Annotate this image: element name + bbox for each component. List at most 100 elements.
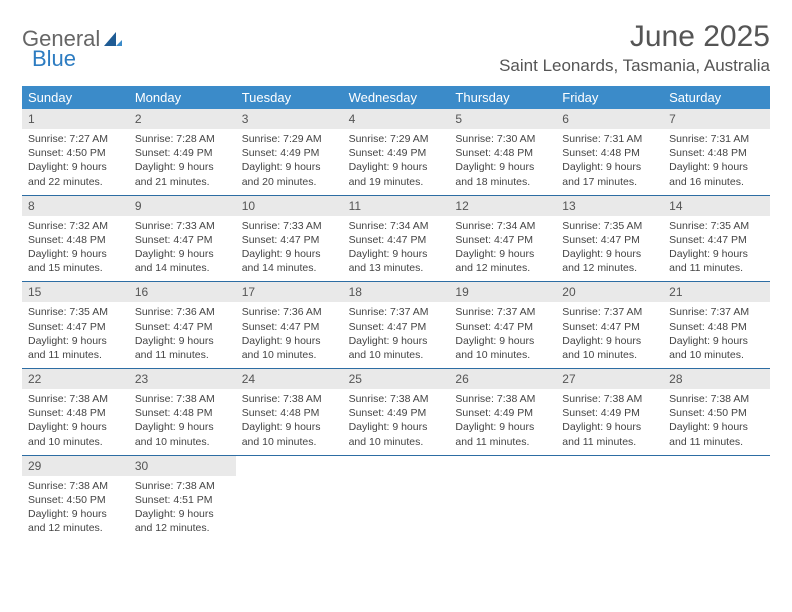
sunset-line: Sunset: 4:47 PM bbox=[562, 320, 657, 334]
day-number: 5 bbox=[449, 109, 556, 129]
day-number: 17 bbox=[236, 282, 343, 302]
day-cell: 22Sunrise: 7:38 AMSunset: 4:48 PMDayligh… bbox=[22, 369, 129, 455]
week-row: 15Sunrise: 7:35 AMSunset: 4:47 PMDayligh… bbox=[22, 282, 770, 369]
daylight-line: Daylight: 9 hours and 10 minutes. bbox=[349, 334, 444, 362]
sunrise-line: Sunrise: 7:38 AM bbox=[455, 392, 550, 406]
daylight-line: Daylight: 9 hours and 19 minutes. bbox=[349, 160, 444, 188]
day-number: 24 bbox=[236, 369, 343, 389]
daylight-line: Daylight: 9 hours and 10 minutes. bbox=[28, 420, 123, 448]
sunset-line: Sunset: 4:47 PM bbox=[562, 233, 657, 247]
daylight-line: Daylight: 9 hours and 17 minutes. bbox=[562, 160, 657, 188]
day-cell: 24Sunrise: 7:38 AMSunset: 4:48 PMDayligh… bbox=[236, 369, 343, 455]
day-cell: 25Sunrise: 7:38 AMSunset: 4:49 PMDayligh… bbox=[343, 369, 450, 455]
sunrise-line: Sunrise: 7:38 AM bbox=[28, 392, 123, 406]
day-body: Sunrise: 7:38 AMSunset: 4:49 PMDaylight:… bbox=[343, 389, 450, 449]
day-body: Sunrise: 7:38 AMSunset: 4:48 PMDaylight:… bbox=[236, 389, 343, 449]
day-cell: 26Sunrise: 7:38 AMSunset: 4:49 PMDayligh… bbox=[449, 369, 556, 455]
day-body: Sunrise: 7:31 AMSunset: 4:48 PMDaylight:… bbox=[556, 129, 663, 189]
week-row: 8Sunrise: 7:32 AMSunset: 4:48 PMDaylight… bbox=[22, 196, 770, 283]
sunset-line: Sunset: 4:50 PM bbox=[28, 493, 123, 507]
day-cell bbox=[449, 456, 556, 542]
day-cell: 20Sunrise: 7:37 AMSunset: 4:47 PMDayligh… bbox=[556, 282, 663, 368]
day-number: 6 bbox=[556, 109, 663, 129]
day-number: 21 bbox=[663, 282, 770, 302]
sunrise-line: Sunrise: 7:30 AM bbox=[455, 132, 550, 146]
day-number: 20 bbox=[556, 282, 663, 302]
sunrise-line: Sunrise: 7:38 AM bbox=[135, 392, 230, 406]
sunset-line: Sunset: 4:47 PM bbox=[455, 320, 550, 334]
week-row: 1Sunrise: 7:27 AMSunset: 4:50 PMDaylight… bbox=[22, 109, 770, 196]
day-body: Sunrise: 7:33 AMSunset: 4:47 PMDaylight:… bbox=[129, 216, 236, 276]
daylight-line: Daylight: 9 hours and 18 minutes. bbox=[455, 160, 550, 188]
day-cell: 5 Sunrise: 7:30 AMSunset: 4:48 PMDaylight… bbox=[449, 109, 556, 195]
day-cell: 10Sunrise: 7:33 AMSunset: 4:47 PMDayligh… bbox=[236, 196, 343, 282]
day-cell: 29Sunrise: 7:38 AMSunset: 4:50 PMDayligh… bbox=[22, 456, 129, 542]
day-cell: 9Sunrise: 7:33 AMSunset: 4:47 PMDaylight… bbox=[129, 196, 236, 282]
sunset-line: Sunset: 4:47 PM bbox=[135, 233, 230, 247]
day-cell: 30Sunrise: 7:38 AMSunset: 4:51 PMDayligh… bbox=[129, 456, 236, 542]
day-body: Sunrise: 7:38 AMSunset: 4:50 PMDaylight:… bbox=[22, 476, 129, 536]
day-cell: 1Sunrise: 7:27 AMSunset: 4:50 PMDaylight… bbox=[22, 109, 129, 195]
sunrise-line: Sunrise: 7:27 AM bbox=[28, 132, 123, 146]
day-cell: 15Sunrise: 7:35 AMSunset: 4:47 PMDayligh… bbox=[22, 282, 129, 368]
sunset-line: Sunset: 4:48 PM bbox=[135, 406, 230, 420]
day-body: Sunrise: 7:35 AMSunset: 4:47 PMDaylight:… bbox=[556, 216, 663, 276]
day-body: Sunrise: 7:37 AMSunset: 4:47 PMDaylight:… bbox=[449, 302, 556, 362]
sunset-line: Sunset: 4:50 PM bbox=[669, 406, 764, 420]
sunset-line: Sunset: 4:47 PM bbox=[242, 233, 337, 247]
day-cell: 3Sunrise: 7:29 AMSunset: 4:49 PMDaylight… bbox=[236, 109, 343, 195]
sunrise-line: Sunrise: 7:35 AM bbox=[562, 219, 657, 233]
day-cell: 27Sunrise: 7:38 AMSunset: 4:49 PMDayligh… bbox=[556, 369, 663, 455]
daylight-line: Daylight: 9 hours and 10 minutes. bbox=[562, 334, 657, 362]
day-number: 23 bbox=[129, 369, 236, 389]
day-number: 8 bbox=[22, 196, 129, 216]
sunrise-line: Sunrise: 7:34 AM bbox=[349, 219, 444, 233]
day-cell: 21Sunrise: 7:37 AMSunset: 4:48 PMDayligh… bbox=[663, 282, 770, 368]
day-body: Sunrise: 7:27 AMSunset: 4:50 PMDaylight:… bbox=[22, 129, 129, 189]
sunset-line: Sunset: 4:48 PM bbox=[28, 406, 123, 420]
day-body: Sunrise: 7:35 AMSunset: 4:47 PMDaylight:… bbox=[22, 302, 129, 362]
sunrise-line: Sunrise: 7:38 AM bbox=[28, 479, 123, 493]
day-body: Sunrise: 7:38 AMSunset: 4:48 PMDaylight:… bbox=[22, 389, 129, 449]
sunset-line: Sunset: 4:47 PM bbox=[242, 320, 337, 334]
day-number: 12 bbox=[449, 196, 556, 216]
day-body: Sunrise: 7:34 AMSunset: 4:47 PMDaylight:… bbox=[449, 216, 556, 276]
daylight-line: Daylight: 9 hours and 10 minutes. bbox=[242, 334, 337, 362]
daylight-line: Daylight: 9 hours and 11 minutes. bbox=[135, 334, 230, 362]
day-body: Sunrise: 7:33 AMSunset: 4:47 PMDaylight:… bbox=[236, 216, 343, 276]
day-cell: 17Sunrise: 7:36 AMSunset: 4:47 PMDayligh… bbox=[236, 282, 343, 368]
day-cell: 18Sunrise: 7:37 AMSunset: 4:47 PMDayligh… bbox=[343, 282, 450, 368]
day-cell: 4Sunrise: 7:29 AMSunset: 4:49 PMDaylight… bbox=[343, 109, 450, 195]
day-number: 25 bbox=[343, 369, 450, 389]
sunrise-line: Sunrise: 7:38 AM bbox=[135, 479, 230, 493]
daylight-line: Daylight: 9 hours and 15 minutes. bbox=[28, 247, 123, 275]
sunrise-line: Sunrise: 7:28 AM bbox=[135, 132, 230, 146]
day-body: Sunrise: 7:36 AMSunset: 4:47 PMDaylight:… bbox=[129, 302, 236, 362]
day-number: 9 bbox=[129, 196, 236, 216]
sunrise-line: Sunrise: 7:34 AM bbox=[455, 219, 550, 233]
day-body: Sunrise: 7:37 AMSunset: 4:47 PMDaylight:… bbox=[343, 302, 450, 362]
sunset-line: Sunset: 4:49 PM bbox=[349, 406, 444, 420]
sunrise-line: Sunrise: 7:35 AM bbox=[28, 305, 123, 319]
sunrise-line: Sunrise: 7:35 AM bbox=[669, 219, 764, 233]
sunset-line: Sunset: 4:47 PM bbox=[135, 320, 230, 334]
weekday-header: Monday bbox=[129, 86, 236, 109]
sunset-line: Sunset: 4:51 PM bbox=[135, 493, 230, 507]
sunset-line: Sunset: 4:49 PM bbox=[242, 146, 337, 160]
day-cell: 16Sunrise: 7:36 AMSunset: 4:47 PMDayligh… bbox=[129, 282, 236, 368]
sunset-line: Sunset: 4:48 PM bbox=[669, 146, 764, 160]
day-body: Sunrise: 7:38 AMSunset: 4:49 PMDaylight:… bbox=[449, 389, 556, 449]
day-number: 3 bbox=[236, 109, 343, 129]
day-cell: 12Sunrise: 7:34 AMSunset: 4:47 PMDayligh… bbox=[449, 196, 556, 282]
sunset-line: Sunset: 4:48 PM bbox=[455, 146, 550, 160]
sunrise-line: Sunrise: 7:31 AM bbox=[669, 132, 764, 146]
sunset-line: Sunset: 4:47 PM bbox=[28, 320, 123, 334]
day-number: 16 bbox=[129, 282, 236, 302]
day-body: Sunrise: 7:38 AMSunset: 4:49 PMDaylight:… bbox=[556, 389, 663, 449]
sunrise-line: Sunrise: 7:29 AM bbox=[242, 132, 337, 146]
daylight-line: Daylight: 9 hours and 22 minutes. bbox=[28, 160, 123, 188]
weeks-container: 1Sunrise: 7:27 AMSunset: 4:50 PMDaylight… bbox=[22, 109, 770, 541]
daylight-line: Daylight: 9 hours and 11 minutes. bbox=[28, 334, 123, 362]
logo-word-blue: Blue bbox=[32, 46, 76, 72]
day-body: Sunrise: 7:31 AMSunset: 4:48 PMDaylight:… bbox=[663, 129, 770, 189]
